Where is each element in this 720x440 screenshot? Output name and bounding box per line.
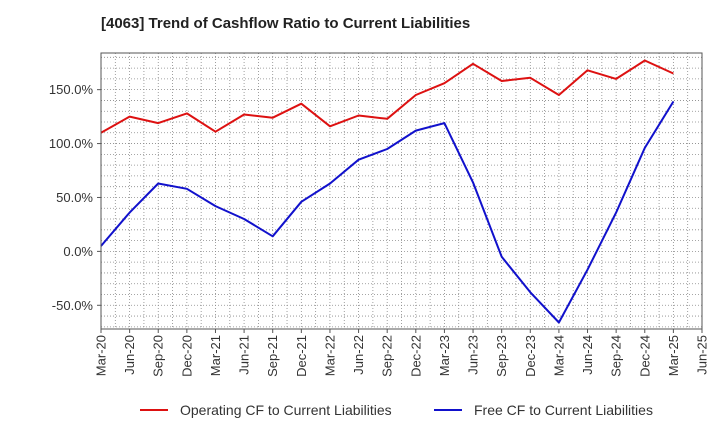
- x-tick-label: Sep-20: [151, 335, 166, 377]
- x-tick-label: Mar-25: [666, 335, 681, 376]
- x-tick-label: Mar-20: [94, 335, 109, 376]
- x-tick-label: Dec-20: [179, 335, 194, 377]
- y-tick-label: 50.0%: [56, 190, 93, 205]
- series-line-operating-cf: [100, 59, 674, 134]
- legend-swatch-free-cf: [434, 409, 462, 411]
- x-tick-label: Mar-23: [437, 335, 452, 376]
- x-tick-label: Dec-23: [523, 335, 538, 377]
- x-tick-label: Sep-23: [494, 335, 509, 377]
- series-line-free-cf: [100, 100, 675, 324]
- y-axis-ticks: -50.0% 0.0% 50.0% 100.0% 150.0%: [49, 82, 101, 313]
- series-lines: [100, 59, 675, 324]
- y-tick-label: -50.0%: [52, 298, 94, 313]
- grid-lines: [101, 53, 702, 329]
- x-tick-label: Jun-23: [466, 335, 481, 375]
- x-tick-label: Mar-24: [551, 335, 566, 376]
- x-tick-label: Sep-21: [265, 335, 280, 377]
- x-tick-label: Jun-21: [237, 335, 252, 375]
- x-tick-label: Jun-25: [695, 335, 710, 375]
- x-tick-label: Mar-21: [208, 335, 223, 376]
- x-tick-label: Dec-21: [294, 335, 309, 377]
- x-tick-label: Dec-24: [637, 335, 652, 377]
- plot-frame: [100, 52, 703, 330]
- x-axis-ticks: Mar-20 Jun-20 Sep-20 Dec-20 Mar-21 Jun-21 Sep-…: [94, 329, 710, 377]
- x-tick-label: Jun-20: [122, 335, 137, 375]
- x-tick-label: Sep-24: [609, 335, 624, 377]
- y-tick-label: 100.0%: [49, 136, 94, 151]
- x-tick-label: Jun-22: [351, 335, 366, 375]
- x-tick-label: Dec-22: [408, 335, 423, 377]
- legend: Operating CF to Current Liabilities Free…: [0, 402, 720, 428]
- y-tick-label: 150.0%: [49, 82, 94, 97]
- x-tick-label: Jun-24: [580, 335, 595, 375]
- legend-swatch-operating-cf: [140, 409, 168, 411]
- x-tick-label: Mar-22: [322, 335, 337, 376]
- x-tick-label: Sep-22: [380, 335, 395, 377]
- legend-item-operating-cf: Operating CF to Current Liabilities: [140, 402, 392, 418]
- legend-item-free-cf: Free CF to Current Liabilities: [434, 402, 653, 418]
- legend-label-operating-cf: Operating CF to Current Liabilities: [180, 402, 392, 418]
- chart-title: [4063] Trend of Cashflow Ratio to Curren…: [101, 15, 471, 32]
- legend-label-free-cf: Free CF to Current Liabilities: [474, 402, 653, 418]
- y-tick-label: 0.0%: [63, 244, 93, 259]
